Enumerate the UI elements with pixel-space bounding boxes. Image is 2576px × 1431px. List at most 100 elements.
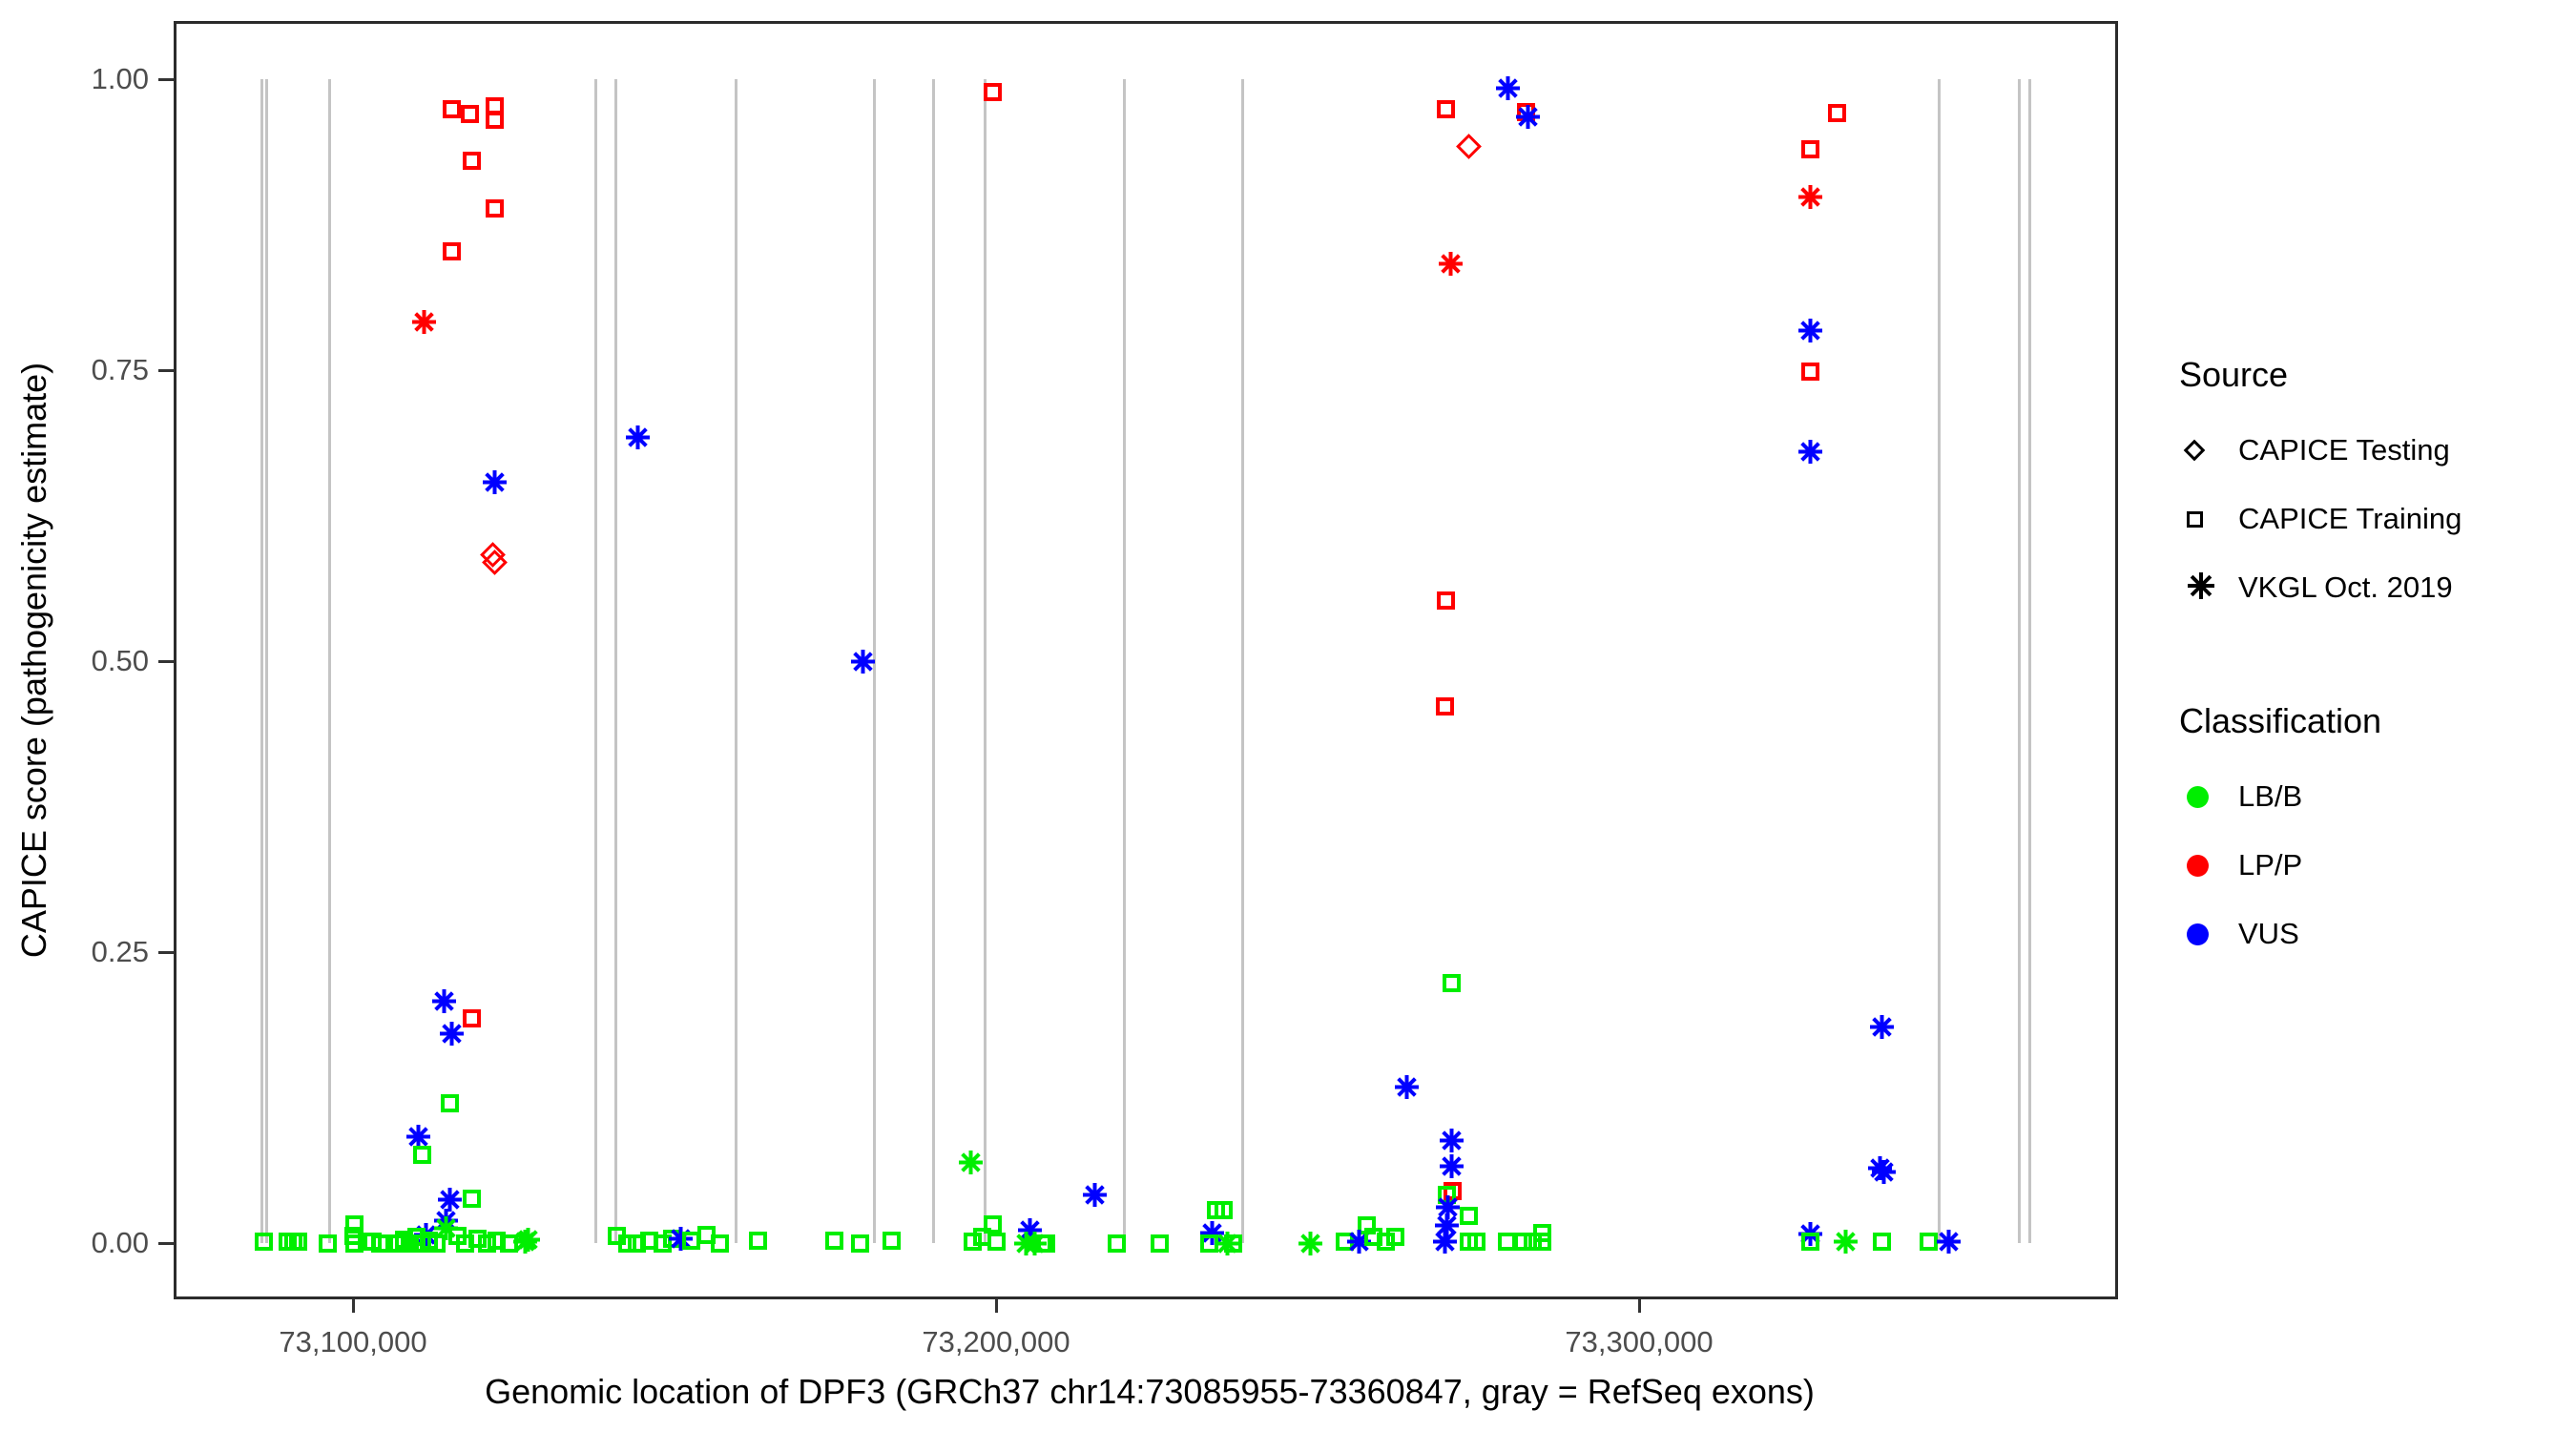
data-point [413,1145,432,1164]
x-axis-tick-mark [351,1299,355,1313]
legend-item-label: LB/B [2238,779,2303,813]
data-point [850,649,876,679]
refseq-exon-line [1123,79,1127,1243]
data-point [711,1234,730,1253]
data-point [1437,100,1456,119]
data-point [1376,1233,1395,1252]
data-point [987,1233,1006,1252]
data-point [1108,1234,1127,1253]
legend-item-vus: VUS [2179,900,2576,968]
data-point [442,100,461,119]
data-point [1438,251,1464,281]
data-point [1936,1229,1962,1259]
asterisk-glyph [1440,1153,1465,1178]
asterisk-glyph [850,649,875,674]
x-axis-title: Genomic location of DPF3 (GRCh37 chr14:7… [485,1372,1815,1411]
legend-item-label: CAPICE Training [2238,502,2462,535]
data-point [1215,1201,1234,1220]
data-point [1797,439,1823,469]
data-point [405,1124,431,1154]
data-point [1871,1159,1897,1190]
data-point [289,1233,308,1252]
data-point [1459,1207,1478,1226]
data-point [749,1232,768,1251]
data-point [1533,1223,1552,1242]
data-point [1439,1153,1465,1184]
data-point [1828,103,1847,122]
data-point [984,82,1003,101]
refseq-exon-line [932,79,936,1243]
data-point [442,242,461,261]
x-axis-tick-label: 73,100,000 [279,1325,427,1358]
color-dot [2187,785,2209,808]
data-point [255,1233,274,1252]
data-point [1443,974,1462,993]
refseq-exon-line [2028,79,2032,1243]
color-dot-icon [2179,785,2238,808]
data-point [344,1214,364,1234]
data-point [628,1234,647,1253]
refseq-exon-line [735,79,738,1243]
x-axis-tick-label: 73,200,000 [922,1325,1070,1358]
legend-group-source: Source CAPICE Testing CAPICE Training VKGL… [2179,355,2576,622]
data-point [984,1214,1003,1234]
data-point [318,1234,337,1253]
legend-item-label: VKGL Oct. 2019 [2238,570,2453,604]
legend-item-label: CAPICE Testing [2238,433,2450,467]
asterisk-glyph [2187,571,2215,605]
legend-item-lbb: LB/B [2179,762,2576,831]
y-axis-tick-mark [158,950,174,954]
data-point [1466,1233,1485,1252]
data-point [625,425,651,455]
data-point [1435,697,1454,716]
data-point [1223,1234,1242,1253]
data-point [851,1234,870,1253]
asterisk-glyph [1083,1183,1108,1208]
data-point [370,1234,389,1253]
data-point [964,1233,983,1252]
asterisk-glyph [1439,252,1464,277]
data-point [482,469,508,500]
y-axis-tick-mark [158,368,174,372]
asterisk-glyph [405,1125,430,1150]
asterisk-glyph [1440,1129,1465,1153]
color-dot [2187,854,2209,877]
asterisk-glyph [1797,439,1822,464]
asterisk-glyph [482,469,507,494]
asterisk-glyph [438,1188,463,1213]
color-dot-icon [2179,854,2238,877]
data-point [1432,1229,1458,1259]
x-axis-tick-label: 73,300,000 [1565,1325,1714,1358]
refseq-exon-line [1937,79,1941,1243]
y-axis-tick-mark [158,1241,174,1245]
y-axis-tick-label: 0.25 [91,935,149,968]
legend-group-classification: Classification LB/B LP/P VUS [2179,701,2576,968]
refseq-exon-line [1241,79,1245,1243]
data-point [1495,75,1521,106]
legend-item-label: LP/P [2238,848,2303,881]
legend-classification-title: Classification [2179,701,2382,740]
asterisk-glyph [1798,184,1823,209]
asterisk-glyph [440,1021,465,1046]
data-point [487,1232,506,1251]
asterisk-icon [2179,571,2238,605]
data-point [1437,591,1456,611]
data-point [1513,1233,1532,1252]
data-point [654,1234,673,1253]
data-point [1869,1014,1895,1045]
data-point [1151,1234,1170,1253]
refseq-exon-line [260,79,263,1243]
data-point [1298,1231,1323,1261]
x-axis-tick-mark [1637,1299,1641,1313]
asterisk-glyph [1395,1075,1420,1100]
refseq-exon-line [614,79,618,1243]
data-point [1082,1182,1108,1213]
square-icon [2179,510,2238,528]
data-point [1919,1233,1938,1252]
asterisk-glyph [1515,104,1540,129]
refseq-exon-line [327,79,331,1243]
legend-source-title: Source [2179,355,2289,394]
legend-item-label: VUS [2238,917,2299,950]
data-point [411,309,437,340]
data-point [1364,1228,1383,1247]
